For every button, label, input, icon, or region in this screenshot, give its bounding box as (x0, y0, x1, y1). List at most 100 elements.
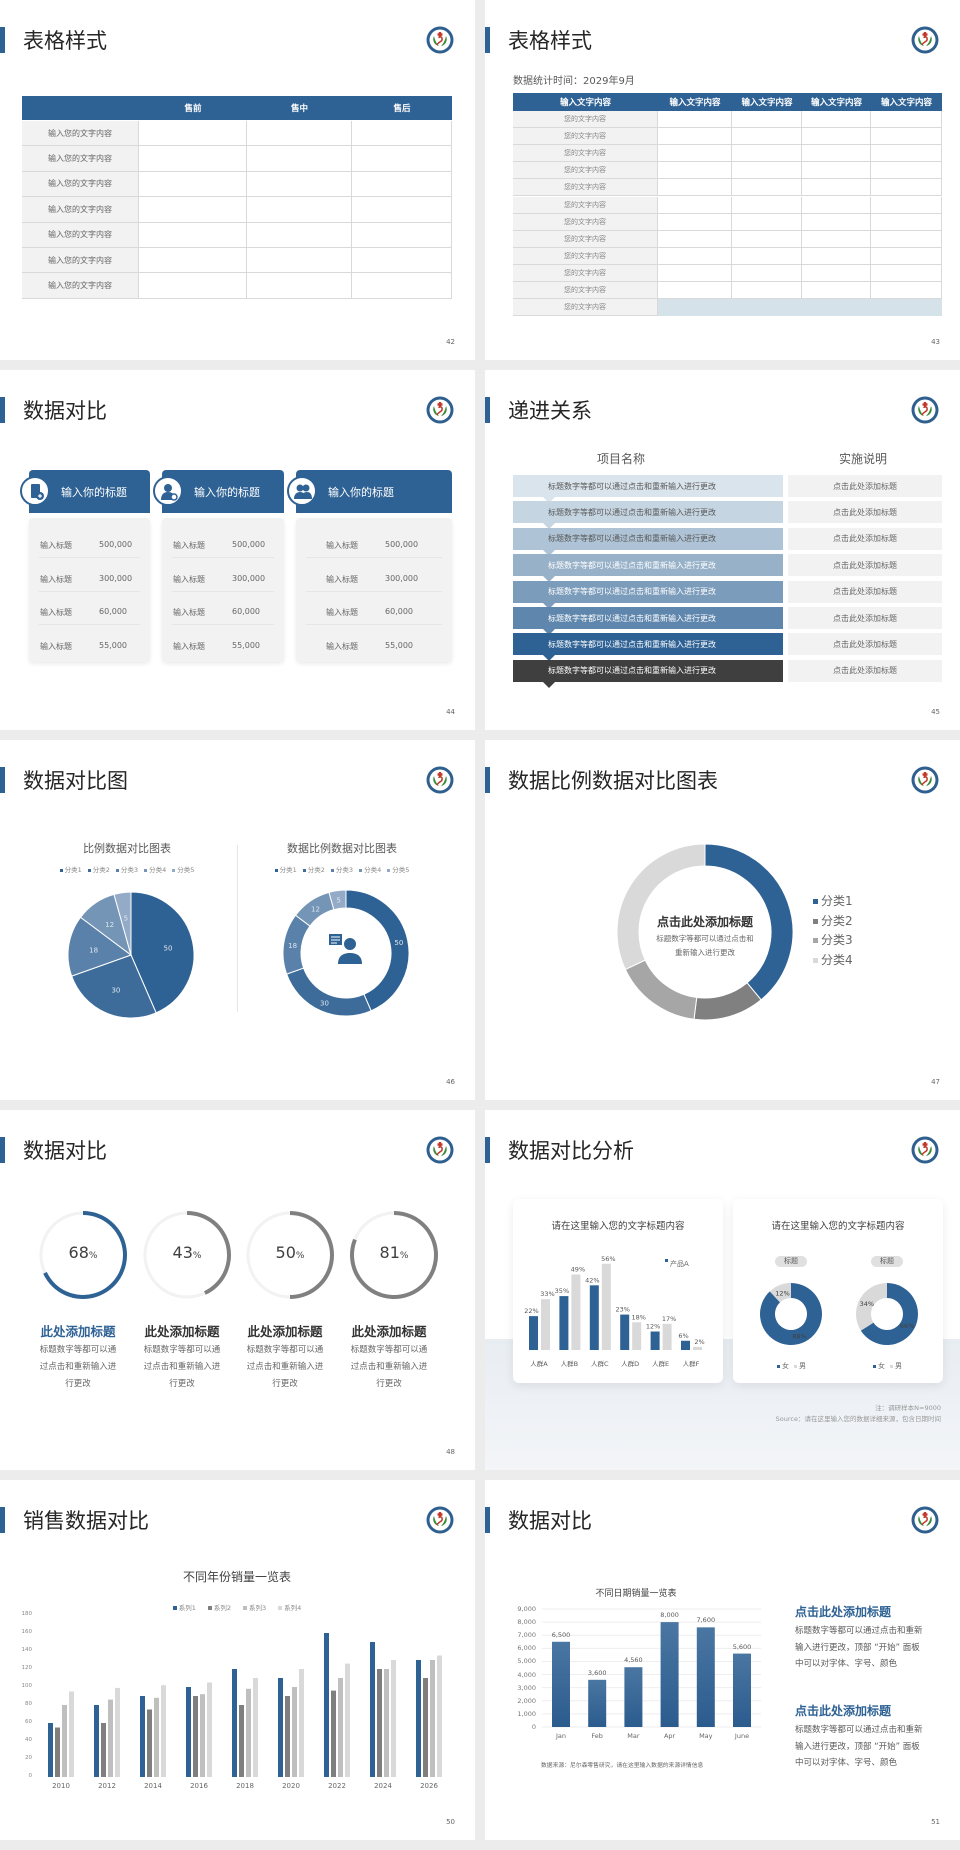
progression-step[interactable]: 标题数字等都可以通过点击和重新输入进行更改 (513, 475, 783, 503)
table-cell[interactable] (658, 230, 732, 248)
table-cell[interactable] (732, 128, 802, 146)
progression-step[interactable]: 标题数字等都可以通过点击和重新输入进行更改 (513, 527, 783, 556)
table-row-label[interactable]: 输入您的文字内容 (22, 146, 139, 172)
table-row-label[interactable]: 您的文字内容 (513, 282, 658, 300)
table-cell[interactable] (247, 197, 352, 223)
table-cell[interactable] (658, 264, 732, 282)
slide-49[interactable]: 数据对比分析49请在这里输入您的文字标题内容请在这里输入您的文字标题内容22%3… (485, 1110, 960, 1470)
table-cell[interactable] (352, 197, 452, 223)
step-note[interactable]: 点击此处添加标题 (788, 527, 942, 550)
table-cell[interactable] (871, 230, 942, 248)
table-cell[interactable] (139, 273, 247, 299)
table-row-label[interactable]: 输入您的文字内容 (22, 197, 139, 223)
table-cell[interactable] (247, 121, 352, 147)
progression-step[interactable]: 标题数字等都可以通过点击和重新输入进行更改 (513, 501, 783, 530)
table-cell[interactable] (139, 121, 247, 147)
table-cell[interactable] (802, 196, 871, 214)
table-cell[interactable] (871, 247, 942, 265)
table-cell[interactable] (247, 273, 352, 299)
slide-51[interactable]: 数据对比 51 不同日期销量一览表 0 1,000 2,000 3,000 4,000 5,00… (485, 1480, 960, 1840)
table-merged-cell[interactable] (658, 299, 942, 317)
table-cell[interactable] (802, 128, 871, 146)
slide-46[interactable]: 数据对比图 46 比例数据对比图表 分类1 分类2 分类3 分类4 分类5 50 30 18 12 5 数… (0, 740, 475, 1100)
table-row-label[interactable]: 您的文字内容 (513, 230, 658, 248)
table-row-label[interactable]: 您的文字内容 (513, 264, 658, 282)
table-cell[interactable] (352, 222, 452, 248)
table-cell[interactable] (139, 222, 247, 248)
table-cell[interactable] (352, 121, 452, 147)
progression-step[interactable]: 标题数字等都可以通过点击和重新输入进行更改 (513, 580, 783, 609)
slide-43[interactable]: 表格样式 43 数据统计时间：2029年9月 输入文字内容 输入文字内容 输入文字内容 输入… (485, 0, 960, 360)
slide-50[interactable]: 销售数据对比 50 不同年份销量一览表 系列1 系列2 系列3 系列4 0 20 40 60 80 10… (0, 1480, 475, 1840)
step-note[interactable]: 点击此处添加标题 (788, 580, 942, 603)
step-note[interactable]: 点击此处添加标题 (788, 659, 942, 682)
table-cell[interactable] (732, 196, 802, 214)
table-cell[interactable] (871, 264, 942, 282)
table-cell[interactable] (732, 179, 802, 197)
progression-step[interactable]: 标题数字等都可以通过点击和重新输入进行更改 (513, 633, 783, 662)
table-cell[interactable] (247, 146, 352, 172)
table-cell[interactable] (139, 197, 247, 223)
table-row-label[interactable]: 您的文字内容 (513, 299, 658, 317)
stat-card-header[interactable]: 输入你的标题 (296, 470, 452, 513)
table-cell[interactable] (658, 162, 732, 180)
table-cell[interactable] (352, 146, 452, 172)
table-cell[interactable] (732, 264, 802, 282)
table-cell[interactable] (871, 145, 942, 163)
slide-45[interactable]: 递进关系 45 项目名称 实施说明 标题数字等都可以通过点击和重新输入进行更改 点击此处添… (485, 370, 960, 730)
table-cell[interactable] (658, 111, 732, 129)
table-cell[interactable] (247, 222, 352, 248)
table-cell[interactable] (658, 196, 732, 214)
table-row-label[interactable]: 输入您的文字内容 (22, 121, 139, 147)
step-note[interactable]: 点击此处添加标题 (788, 475, 942, 497)
table-cell[interactable] (658, 282, 732, 300)
table-cell[interactable] (732, 162, 802, 180)
table-cell[interactable] (732, 213, 802, 231)
progression-step[interactable]: 标题数字等都可以通过点击和重新输入进行更改 (513, 607, 783, 635)
table-row-label[interactable]: 输入您的文字内容 (22, 222, 139, 248)
stat-card-header[interactable]: 输入你的标题 (29, 470, 150, 513)
table-row-label[interactable]: 您的文字内容 (513, 179, 658, 197)
step-note[interactable]: 点击此处添加标题 (788, 607, 942, 629)
progression-step[interactable]: 标题数字等都可以通过点击和重新输入进行更改 (513, 554, 783, 583)
table-row-label[interactable]: 您的文字内容 (513, 213, 658, 231)
table-cell[interactable] (658, 128, 732, 146)
table-cell[interactable] (871, 213, 942, 231)
table-cell[interactable] (658, 145, 732, 163)
table-row-label[interactable]: 您的文字内容 (513, 247, 658, 265)
table-cell[interactable] (658, 247, 732, 265)
table-cell[interactable] (802, 282, 871, 300)
table-cell[interactable] (871, 128, 942, 146)
table-row-label[interactable]: 输入您的文字内容 (22, 171, 139, 198)
table-cell[interactable] (802, 145, 871, 163)
table-cell[interactable] (352, 248, 452, 274)
table-cell[interactable] (802, 247, 871, 265)
table-cell[interactable] (871, 111, 942, 129)
table-cell[interactable] (802, 111, 871, 129)
table-cell[interactable] (247, 171, 352, 198)
table-row-label[interactable]: 输入您的文字内容 (22, 273, 139, 299)
table-row-label[interactable]: 您的文字内容 (513, 196, 658, 214)
table-cell[interactable] (732, 247, 802, 265)
table-cell[interactable] (658, 213, 732, 231)
table-row-label[interactable]: 您的文字内容 (513, 111, 658, 129)
step-note[interactable]: 点击此处添加标题 (788, 554, 942, 577)
table-cell[interactable] (732, 145, 802, 163)
table-cell[interactable] (871, 179, 942, 197)
table-cell[interactable] (802, 213, 871, 231)
table-cell[interactable] (732, 230, 802, 248)
slide-42[interactable]: 表格样式 42 售前 售中 售后 输入您的文字内容 输入您的文字内容 输入您的文字内容 输入您的… (0, 0, 475, 360)
table-cell[interactable] (139, 248, 247, 274)
table-row-label[interactable]: 您的文字内容 (513, 145, 658, 163)
progression-step[interactable]: 标题数字等都可以通过点击和重新输入进行更改 (513, 659, 783, 688)
table-cell[interactable] (732, 282, 802, 300)
table-cell[interactable] (802, 230, 871, 248)
table-cell[interactable] (871, 162, 942, 180)
table-cell[interactable] (658, 179, 732, 197)
table-row-label[interactable]: 您的文字内容 (513, 162, 658, 180)
step-note[interactable]: 点击此处添加标题 (788, 633, 942, 656)
slide-44[interactable]: 数据对比 44 输入你的标题 输入标题 500,000 输入标题 300,000 输入标题 60… (0, 370, 475, 730)
table-cell[interactable] (139, 171, 247, 198)
table-cell[interactable] (871, 282, 942, 300)
table-cell[interactable] (871, 196, 942, 214)
